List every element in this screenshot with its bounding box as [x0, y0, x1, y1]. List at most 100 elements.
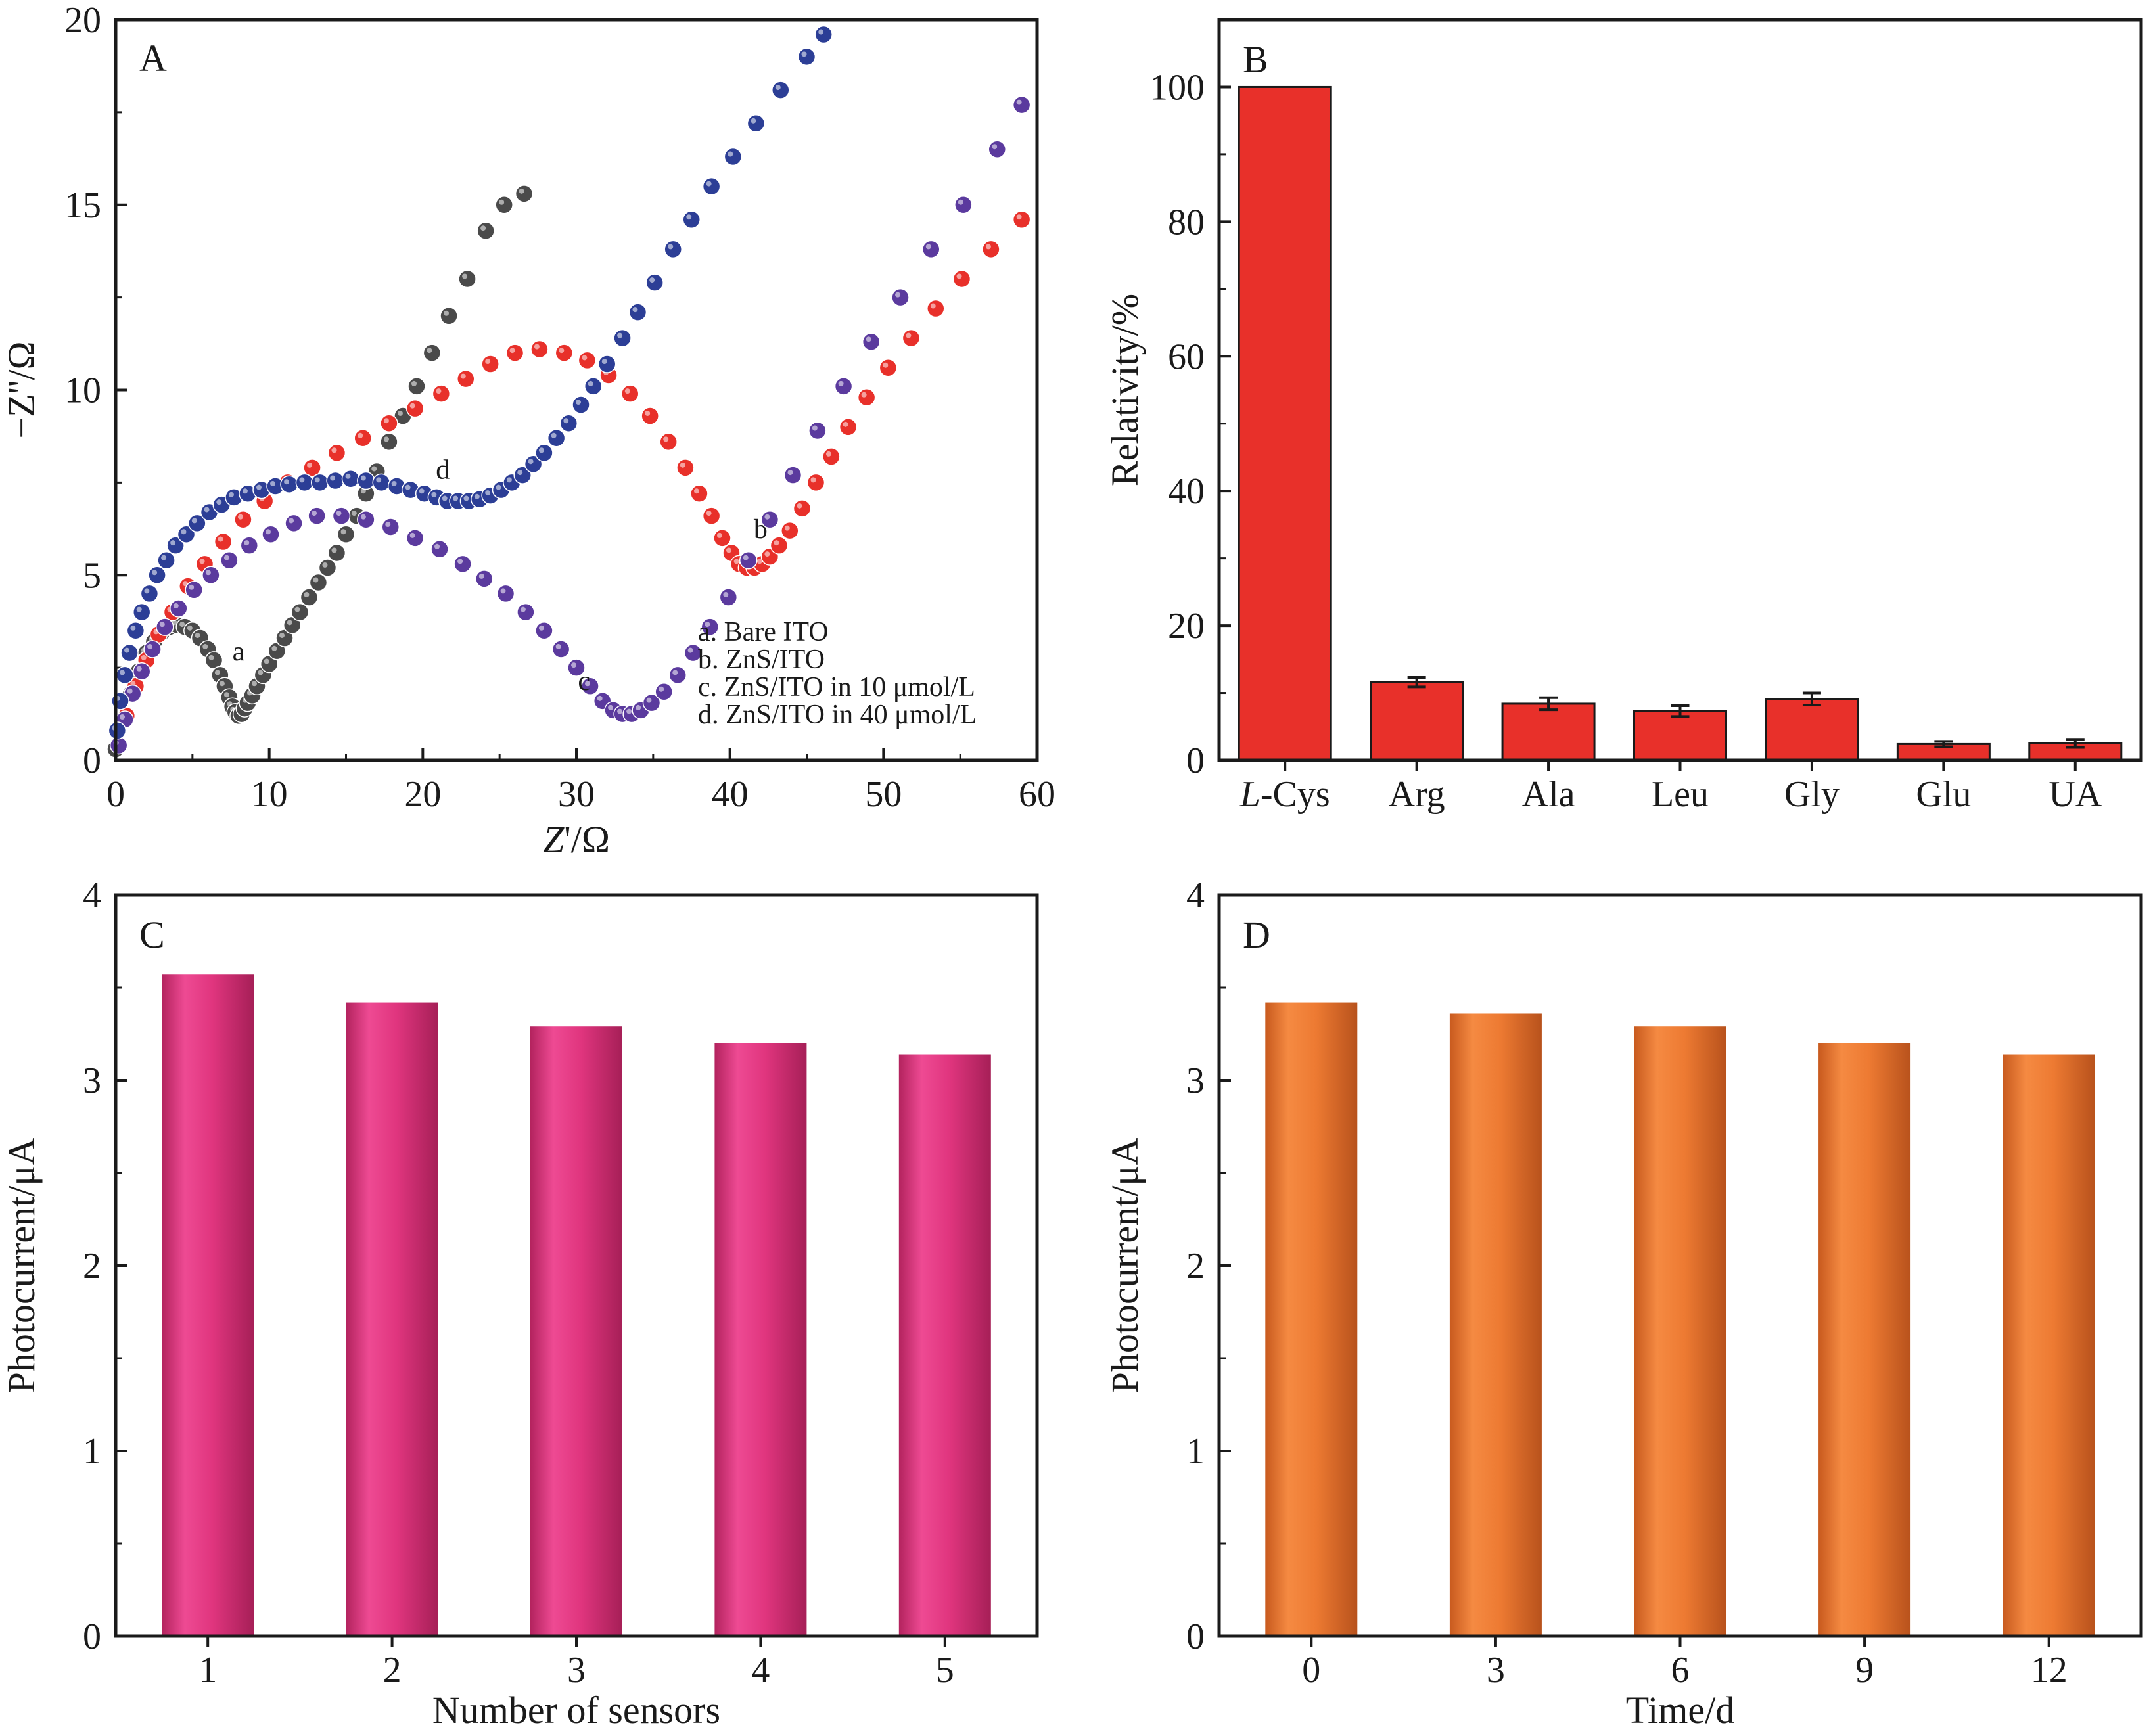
panel-a-point-highlight: [214, 670, 220, 675]
panel-a-point: [148, 566, 166, 584]
panel-b-ytick-label: 20: [1168, 606, 1205, 647]
panel-a-point: [475, 570, 494, 588]
panel-a-point-highlight: [307, 462, 313, 468]
panel-a-ytick-label: 5: [83, 555, 101, 596]
panel-a-point: [927, 299, 945, 318]
panel-a-point: [982, 240, 1000, 259]
panel-a-point: [381, 518, 400, 536]
panel-a-point-highlight: [228, 491, 234, 497]
panel-b-ytick-label: 0: [1186, 741, 1205, 781]
panel-a-point-highlight: [706, 511, 712, 516]
panel-b-bar: [1238, 85, 1332, 762]
panel-c-reproducibility-bars: 0 1 2 3 4 1 2 3 4 5 C Number of sensors Photocurrent…: [0, 875, 1039, 1731]
panel-a-point-highlight: [219, 681, 225, 687]
panel-a-point-highlight: [258, 670, 264, 675]
panel-a-point-highlight: [287, 620, 292, 626]
panel-c-ytick-label: 1: [83, 1431, 101, 1472]
panel-a-point-highlight: [371, 466, 377, 472]
panel-a-point-highlight: [322, 562, 328, 568]
panel-a-point: [814, 25, 833, 44]
panel-a-point: [954, 196, 973, 214]
panel-a-point-highlight: [271, 645, 277, 651]
panel-a-point-highlight: [705, 622, 710, 628]
panel-a-ytick-label: 15: [64, 185, 101, 226]
panel-d-xtick-label: 0: [1302, 1650, 1320, 1691]
panel-a-point-highlight: [336, 511, 342, 516]
panel-a-point-highlight: [195, 633, 200, 639]
panel-b-xtick-label: Gly: [1784, 774, 1840, 815]
panel-a-point-highlight: [649, 277, 655, 283]
panel-a-point-highlight: [251, 681, 257, 687]
panel-a-point-highlight: [992, 144, 998, 150]
panel-a-point-highlight: [506, 477, 512, 483]
panel-a-point: [988, 140, 1006, 158]
panel-a-point-highlight: [120, 670, 126, 675]
panel-a-point: [891, 288, 910, 307]
panel-c-xtick-label: 2: [383, 1650, 402, 1691]
panel-a-point: [116, 666, 134, 685]
panel-a-point-highlight: [299, 477, 305, 483]
panel-d-xtick-label: 12: [2031, 1650, 2068, 1691]
panel-a-point-highlight: [534, 344, 540, 350]
panel-a-point-highlight: [256, 484, 262, 490]
panel-a-point: [797, 47, 816, 66]
panel-a-point: [457, 369, 475, 388]
panel-a-point: [300, 588, 319, 606]
panel-a-point-highlight: [499, 199, 505, 205]
panel-a-point-highlight: [130, 625, 136, 631]
panel-c-frame: [114, 893, 1039, 1638]
panel-a-point-highlight: [519, 188, 524, 194]
panel-a-xtick-label: 60: [1019, 774, 1055, 815]
panel-c-bar: [530, 1026, 622, 1636]
panel-a-point-highlight: [686, 214, 692, 220]
panel-a-point-highlight: [208, 654, 214, 660]
panel-a-point: [862, 332, 881, 351]
panel-a-point-highlight: [1016, 214, 1022, 220]
panel-d-ytick-label: 0: [1186, 1616, 1205, 1657]
panel-a-point: [202, 566, 220, 584]
panel-a-point-highlight: [345, 473, 351, 479]
panel-a-point: [132, 603, 151, 622]
panel-a-point-highlight: [496, 484, 501, 490]
panel-a-point: [808, 421, 827, 440]
panel-a-point: [327, 444, 346, 463]
panel-a-xlabel-rest: '/Ω: [564, 818, 610, 861]
panel-a-point-highlight: [588, 380, 593, 386]
panel-a-point-highlight: [663, 436, 669, 442]
panel-a-point: [481, 355, 499, 373]
panel-a-point-highlight: [733, 559, 739, 564]
panel-b-xtick-label: Ala: [1522, 774, 1575, 815]
panel-d-ylabel: Photocurrent/μA: [1103, 1138, 1146, 1394]
panel-a-point-highlight: [187, 625, 193, 631]
panel-b-bar: [1370, 681, 1464, 762]
panel-a-point-highlight: [509, 348, 515, 354]
panel-b-bar: [1765, 698, 1859, 762]
panel-a-point: [555, 344, 574, 362]
panel-a-point: [702, 507, 721, 525]
panel-a-point: [597, 355, 616, 373]
panel-b-ylabel: Relativity/%: [1103, 294, 1146, 486]
panel-a-point: [724, 147, 743, 166]
panel-a-point-highlight: [127, 688, 133, 694]
panel-a-point-highlight: [279, 633, 285, 639]
panel-a-point: [793, 499, 812, 518]
panel-a-point: [578, 351, 597, 370]
panel-c-xtick-label: 4: [751, 1650, 770, 1691]
panel-a-point-highlight: [895, 292, 901, 298]
panel-b-xtick-label: L-Cys: [1239, 774, 1330, 815]
panel-a-point-highlight: [383, 436, 389, 442]
panel-a-point: [547, 429, 566, 447]
panel-a-point-highlight: [340, 529, 346, 535]
panel-a-point: [430, 540, 449, 559]
panel-a-legend-entry: c. ZnS/ITO in 10 μmol/L: [698, 672, 975, 702]
panel-a-point: [781, 521, 799, 540]
panel-a-xtick-label: 20: [404, 774, 441, 815]
panel-b-xtick-label-rest: -Cys: [1261, 774, 1330, 815]
panel-a-ytick-label: 0: [83, 741, 101, 781]
panel-a-point: [655, 683, 673, 701]
panel-a-series-c: [109, 95, 1031, 755]
panel-a-point-highlight: [764, 514, 770, 520]
panel-a-point: [806, 473, 825, 492]
